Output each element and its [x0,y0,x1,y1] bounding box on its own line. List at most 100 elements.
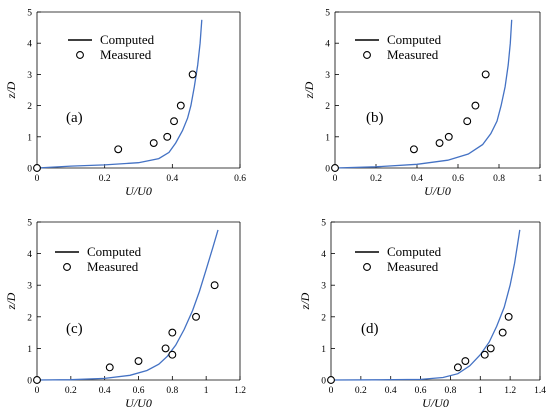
y-axis-label: z/D [4,292,18,310]
data-point-measured [170,117,178,126]
x-tick-label: 1.4 [534,386,546,396]
y-tick-label: 1 [321,345,326,355]
data-point-measured [210,281,219,290]
y-tick-label: 5 [27,219,32,229]
x-tick-label: 0.2 [99,174,111,184]
data-point-measured [33,376,41,384]
x-tick-label: 1.2 [504,386,516,396]
data-point-measured [33,164,41,172]
legend-marker-swatch [363,263,371,271]
series-line-computed [334,19,513,169]
data-point-measured [149,139,158,147]
x-tick-label: 1 [538,174,543,184]
data-point-measured [134,357,143,365]
legend-label-computed: Computed [387,244,442,259]
data-point-measured [486,344,495,353]
x-axis-label: U/U0 [422,396,449,410]
panel-label: (c) [66,321,83,337]
panel-label: (d) [361,321,379,337]
data-point-measured [504,312,513,321]
data-point-measured [114,145,123,154]
x-tick-label: 0 [329,386,334,396]
legend-marker-swatch [76,51,84,59]
x-axis-label: U/U0 [125,184,152,198]
y-tick-label: 0 [325,165,330,175]
y-tick-label: 0 [27,165,32,175]
panel-label: (b) [366,110,384,126]
x-tick-label: 1 [478,386,483,396]
y-tick-label: 3 [27,282,32,292]
x-tick-label: 0.6 [415,386,427,396]
data-point-measured [163,132,172,141]
legend-label-computed: Computed [387,32,442,47]
y-tick-label: 0 [321,377,326,387]
x-tick-label: 0.6 [133,386,145,396]
y-tick-label: 4 [27,40,32,50]
data-point-measured [168,350,177,359]
x-tick-label: 0.6 [452,174,464,184]
y-tick-label: 3 [321,282,326,292]
legend-label-computed: Computed [87,244,142,259]
x-tick-label: 0.2 [355,386,367,396]
data-point-measured [176,101,185,110]
data-point-measured [409,145,418,154]
data-point-measured [188,70,197,79]
data-point-measured [168,328,177,337]
x-tick-label: 0.4 [166,174,178,184]
y-tick-label: 1 [27,133,32,143]
x-axis-label: U/U0 [424,184,451,198]
chart-panel-3: 0 0.2 0.4 0.6 0.8 1 1.2 0 1 2 3 4 5 U/U0 z/D ComputedMe… [4,219,246,411]
y-axis-label: z/D [298,292,312,310]
x-tick-label: 0.6 [234,174,246,184]
y-tick-label: 2 [325,102,330,112]
x-tick-label: 0.8 [166,386,178,396]
x-tick-label: 0.8 [444,386,456,396]
data-point-measured [481,70,490,79]
y-axis-label: z/D [302,81,316,99]
data-point-measured [471,101,480,110]
data-point-measured [435,139,444,147]
y-tick-label: 5 [27,9,32,19]
series-line-computed [36,19,203,169]
panel-label: (a) [66,110,83,126]
legend-label-measured: Measured [100,47,152,62]
data-point-measured [498,328,507,337]
chart-panel-4: 0 0.2 0.4 0.6 0.8 1 1.2 1.4 0 1 2 3 4 5 U/U0 z/D Compute… [298,219,546,411]
data-point-measured [192,312,200,321]
legend-label-computed: Computed [100,32,155,47]
y-tick-label: 0 [27,377,32,387]
y-tick-label: 4 [321,250,326,260]
y-axis-label: z/D [4,81,18,99]
data-point-measured [461,357,470,365]
legend-label-measured: Measured [387,47,439,62]
y-tick-label: 5 [325,9,330,19]
chart-panel-2: 0 0.2 0.4 0.6 0.8 1 0 1 2 3 4 5 U/U0 z/D ComputedMeasu… [302,9,543,199]
x-tick-label: 1 [204,386,209,396]
data-point-measured [463,117,472,126]
legend-label-measured: Measured [387,259,439,274]
x-tick-label: 1.2 [234,386,246,396]
x-tick-label: 0 [333,174,338,184]
x-tick-label: 0.4 [99,386,111,396]
data-point-measured [453,363,462,372]
legend-marker-swatch [363,51,371,59]
data-point-measured [161,344,170,353]
legend-label-measured: Measured [87,259,139,274]
x-tick-label: 0.4 [411,174,423,184]
y-tick-label: 3 [27,71,32,81]
data-point-measured [327,376,335,384]
legend-marker-swatch [63,263,71,271]
data-point-measured [331,164,339,172]
y-tick-label: 2 [27,102,32,112]
x-axis-label: U/U0 [125,396,152,410]
data-point-measured [444,132,453,141]
x-tick-label: 0.2 [65,386,77,396]
y-tick-label: 2 [321,313,326,323]
x-tick-label: 0.8 [493,174,505,184]
x-tick-label: 0.4 [385,386,397,396]
x-tick-label: 0 [35,174,40,184]
y-tick-label: 1 [27,345,32,355]
y-tick-label: 4 [325,40,330,50]
